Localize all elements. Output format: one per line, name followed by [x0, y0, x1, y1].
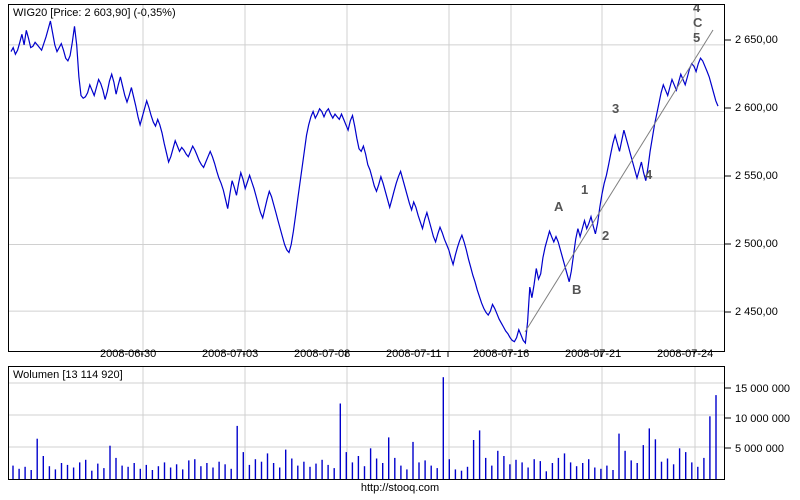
volume-bars — [12, 377, 717, 479]
price-panel-title: WIG20 [Price: 2 603,90] (-0,35%) — [13, 7, 176, 19]
price-gridlines — [9, 44, 724, 312]
xtick-2008-07-24: 2008-07-24 — [657, 348, 714, 360]
wave-label-4: 4 — [645, 167, 653, 182]
wave-label-B: B — [572, 282, 581, 297]
volume-ytick-5m: 5 000 000 — [735, 443, 784, 455]
volume-axis-ticks — [725, 387, 731, 449]
price-x-gridlines — [142, 5, 696, 351]
volume-chart-panel[interactable] — [8, 366, 725, 480]
wave-label-3: 3 — [612, 101, 619, 116]
volume-plot[interactable] — [9, 367, 724, 479]
source-watermark: http://stooq.com — [360, 482, 440, 494]
volume-ytick-10m: 10 000 000 — [735, 413, 791, 425]
price-ytick-2500: 2 500,00 — [735, 238, 778, 250]
wave-label-5: 5 — [693, 30, 700, 45]
x-axis-ticks — [141, 352, 695, 357]
price-ytick-2550: 2 550,00 — [735, 170, 778, 182]
xtick-2008-07-03: 2008-07-03 — [202, 348, 259, 360]
xtick-2008-07-21: 2008-07-21 — [565, 348, 622, 360]
support-trendline — [524, 29, 714, 333]
volume-gridlines — [9, 382, 724, 448]
wave-label-2: 2 — [602, 228, 609, 243]
xtick-2008-07-11: 2008-07-11 — [386, 348, 442, 360]
wave-label-4: 4 — [693, 5, 701, 15]
price-line-series — [10, 20, 719, 345]
xtick-2008-07-08: 2008-07-08 — [294, 348, 351, 360]
price-ytick-2450: 2 450,00 — [735, 306, 778, 318]
wave-label-C: C — [693, 15, 703, 30]
xtick-2008-07-16: 2008-07-16 — [473, 348, 530, 360]
wave-label-A: A — [554, 199, 564, 214]
volume-ytick-15m: 15 000 000 — [735, 383, 791, 395]
xtick-2008-06-30: 2008-06-30 — [100, 348, 157, 360]
wave-label-1: 1 — [581, 182, 588, 197]
price-ytick-2600: 2 600,00 — [735, 102, 778, 114]
price-ytick-2650: 2 650,00 — [735, 34, 778, 46]
price-axis-ticks — [725, 39, 731, 313]
volume-panel-title: Wolumen [13 114 920] — [13, 369, 123, 381]
volume-x-gridlines — [142, 367, 696, 479]
